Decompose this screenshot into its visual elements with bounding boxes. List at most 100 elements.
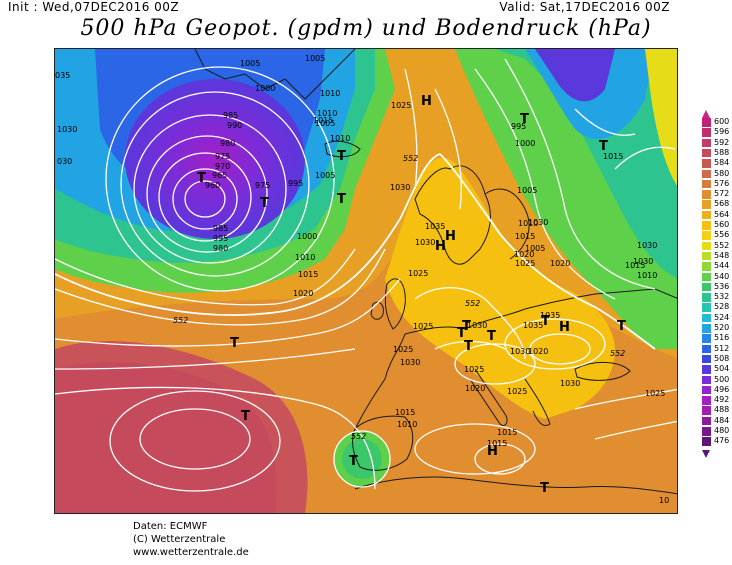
- legend-level: 596: [700, 127, 732, 137]
- legend-label: 572: [714, 189, 730, 199]
- legend-level: 584: [700, 158, 732, 168]
- legend-label: 548: [714, 250, 730, 260]
- legend-level: 544: [700, 261, 732, 271]
- legend-swatch: [702, 200, 711, 209]
- legend-level: 476: [700, 436, 732, 446]
- legend-arrow-up-icon: [702, 110, 710, 118]
- legend-swatch: [702, 169, 711, 178]
- coastlines: [194, 49, 677, 495]
- legend-swatch: [702, 324, 711, 333]
- isobar-label: 970: [215, 162, 231, 171]
- legend-label: 588: [714, 147, 730, 157]
- isobar-label: 1025: [507, 387, 528, 396]
- legend-level: 576: [700, 179, 732, 189]
- isobar-label: 1010: [637, 271, 658, 280]
- isobar-label: 1005: [305, 54, 326, 63]
- low-pressure-label: T: [520, 112, 529, 127]
- isobar-label: 1025: [413, 322, 434, 331]
- isobar-label: 1030: [510, 347, 531, 356]
- map-labels: 035 1030 030 1005 1000 1005 1010 1015 1010 1005 10…: [55, 49, 677, 513]
- legend-swatch: [702, 365, 711, 374]
- isobar-label: 975: [255, 181, 271, 190]
- height-label: 552: [173, 316, 189, 325]
- legend-level: 516: [700, 333, 732, 343]
- isobar-label: 035: [55, 71, 71, 80]
- legend-level: 588: [700, 147, 732, 158]
- isobar-label: 1015: [603, 152, 624, 161]
- high-pressure-label: H: [487, 444, 498, 459]
- isobar-label: 1015: [625, 261, 646, 270]
- legend-level: 532: [700, 292, 732, 302]
- legend-swatch: [702, 190, 711, 199]
- legend-label: 536: [714, 281, 730, 291]
- legend-arrow-down-icon: [702, 450, 710, 458]
- isobar-label: 965: [212, 171, 228, 180]
- isobar-label: 1005: [315, 119, 336, 128]
- init-time: Init : Wed,07DEC2016 00Z: [8, 0, 180, 14]
- high-pressure-label: H: [559, 320, 570, 335]
- legend-swatch: [702, 221, 711, 230]
- low-pressure-label: T: [540, 481, 549, 496]
- legend-label: 524: [714, 312, 730, 322]
- isobar-label: 1030: [528, 218, 549, 227]
- isobar-label: 995: [213, 234, 229, 243]
- isobar-label: 1015: [298, 270, 319, 279]
- zone-584: [55, 362, 277, 513]
- low-pressure-label: T: [337, 192, 346, 207]
- legend-swatch: [702, 334, 711, 343]
- legend-swatch: [702, 148, 711, 158]
- legend-swatch: [702, 406, 711, 415]
- low-pressure-label: T: [241, 409, 250, 424]
- legend-level: 480: [700, 426, 732, 436]
- valid-time: Valid: Sat,17DEC2016 00Z: [499, 0, 670, 14]
- legend-level: 536: [700, 281, 732, 292]
- legend-swatch: [702, 344, 711, 354]
- color-legend: 600 596 592 588 584 580 576 572 568 564 560 556 552 5…: [700, 117, 732, 450]
- legend-label: 596: [714, 127, 730, 137]
- isobar-label: 1010: [330, 134, 351, 143]
- isobar-label: 1025: [645, 389, 666, 398]
- legend-swatch: [702, 231, 711, 240]
- low-pressure-label: T: [349, 454, 358, 469]
- weather-map[interactable]: 035 1030 030 1005 1000 1005 1010 1015 1010 1005 10…: [54, 48, 678, 514]
- legend-swatch: [702, 251, 711, 261]
- low-pressure-label: T: [464, 339, 473, 354]
- low-pressure-label: T: [462, 319, 471, 334]
- zone-ne-512: [535, 49, 615, 102]
- isobar-label: 1015: [487, 439, 508, 448]
- legend-label: 520: [714, 323, 730, 332]
- legend-swatch: [702, 437, 711, 446]
- legend-label: 568: [714, 199, 730, 209]
- legend-level: 492: [700, 395, 732, 405]
- legend-label: 492: [714, 395, 730, 405]
- low-pressure-label: T: [487, 329, 496, 344]
- zone-576: [55, 169, 677, 513]
- isobar-label: 1025: [464, 365, 485, 374]
- legend-swatch: [702, 396, 711, 405]
- legend-swatch: [702, 272, 711, 281]
- legend-label: 508: [714, 353, 730, 363]
- isobar-label: 1025: [391, 101, 412, 110]
- legend-label: 600: [714, 117, 730, 126]
- isobar-label: 1035: [425, 222, 446, 231]
- isobar-label: 1020: [550, 259, 571, 268]
- legend-level: 504: [700, 364, 732, 374]
- isobar-label: 1035: [523, 321, 544, 330]
- isobar-label: 1020: [293, 289, 314, 298]
- map-canvas: [55, 49, 677, 513]
- low-pressure-label: T: [337, 149, 346, 164]
- low-pressure-label: T: [617, 319, 626, 334]
- legend-label: 592: [714, 137, 730, 147]
- isobar-label: 030: [57, 157, 73, 166]
- isobar-label: 960: [205, 181, 221, 190]
- legend-swatch: [702, 313, 711, 323]
- legend-label: 540: [714, 271, 730, 281]
- isobar-label: 1015: [515, 232, 536, 241]
- isobar-label: 980: [220, 139, 236, 148]
- isobar-label: 10: [659, 496, 670, 505]
- isobar-label: 1025: [515, 259, 536, 268]
- credits-url: www.wetterzentrale.de: [133, 547, 249, 558]
- isobar-label: 980: [213, 244, 229, 253]
- low-pressure-label: T: [541, 314, 550, 329]
- legend-label: 512: [714, 343, 730, 353]
